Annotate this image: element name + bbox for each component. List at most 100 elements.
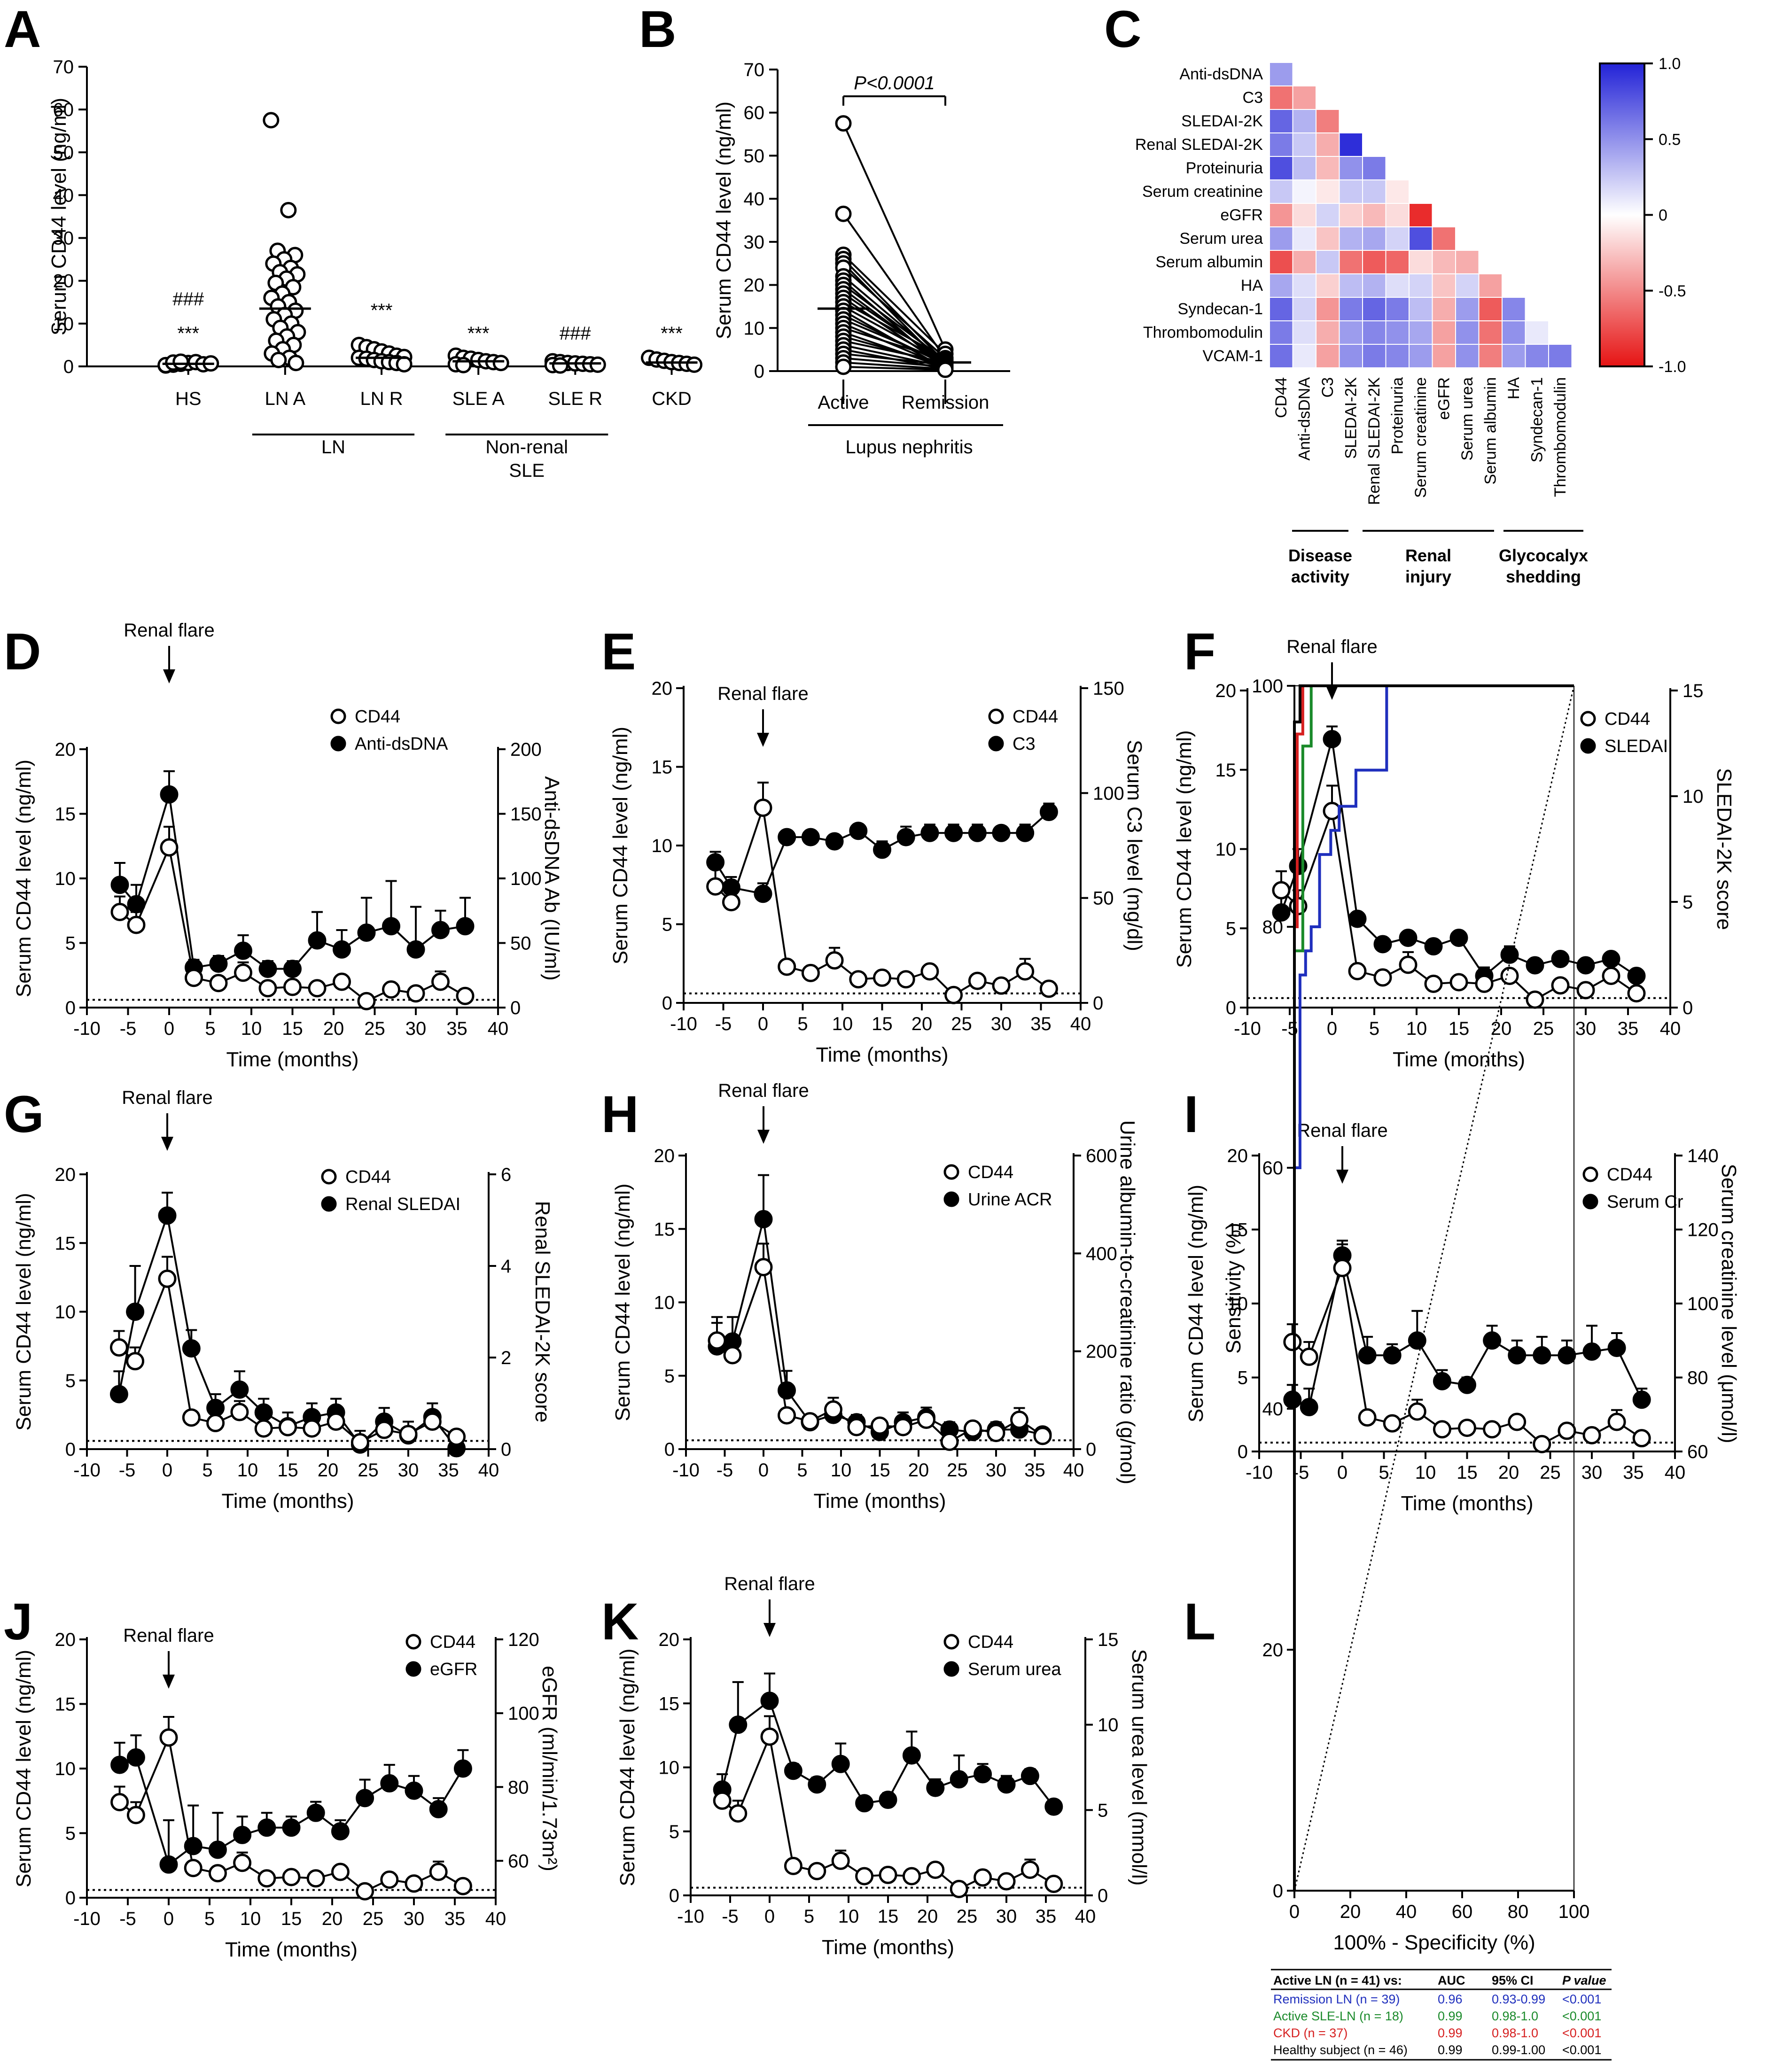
pair-line [843,335,946,366]
cd44-point [1433,1420,1451,1439]
cd44-point [1449,973,1468,992]
cd44-point [1348,962,1367,980]
x-tick-label: 20 [1340,1901,1361,1922]
table-cell: 0.93-0.99 [1492,1992,1545,2006]
pair-line [842,254,946,355]
x-tick-label: 0 [1327,1018,1337,1039]
panel-letter-I: I [1184,1086,1199,1143]
left-tick-label: 5 [65,933,76,954]
renal-flare-label: Renal flare [1286,636,1377,657]
column-label: Serum albumin [1482,377,1500,485]
cd44-point [871,1416,889,1435]
cd44-point [894,1418,912,1436]
cd44-point [902,1867,921,1886]
heatmap-cell [1502,344,1526,368]
cd44-point [708,1331,726,1350]
pair-line [843,301,946,359]
series-Anti-dsDNA-point [160,785,179,804]
panel-letter-A: A [4,0,41,58]
heatmap-cell [1269,156,1293,180]
left-tick-label: 5 [662,915,672,935]
series-Serum urea-point [831,1754,850,1773]
x-tick-label: 5 [205,1018,215,1039]
table-header: 95% CI [1492,1973,1534,1987]
column-label: Serum creatinine [1412,377,1430,498]
left-tick-label: 0 [65,998,76,1018]
x-tick-label: 30 [1581,1462,1603,1483]
x-tick-label: 15 [281,1909,302,1929]
series-eGFR-point [208,1840,227,1859]
x-tick-label: 20 [323,1018,344,1039]
heatmap-cell [1385,344,1410,368]
left-tick-label: 20 [55,1630,76,1650]
cd44-point [303,1419,321,1438]
series-Serum urea-point [1044,1797,1063,1816]
cd44-point [1500,967,1519,985]
table-header: P value [1562,1973,1606,1987]
cd44-point [1632,1429,1651,1448]
row-label: eGFR [1220,206,1263,224]
group-label: Lupus nephritis [845,437,973,458]
series-Serum Cr-point [1300,1398,1318,1416]
legend-series2-label: Serum urea [968,1660,1061,1679]
x-tick-label: -10 [1246,1462,1273,1483]
series-eGFR-line [119,1756,464,1866]
left-tick-label: 5 [669,1822,679,1842]
x-tick-label: 20 [917,1906,938,1927]
legend-cd44-marker [943,1634,959,1650]
series-Urine ACR-point [754,1210,773,1228]
x-tick-label: 15 [1449,1018,1470,1039]
x-tick-label: 10 [832,1014,853,1034]
series-Serum urea-point [879,1791,897,1809]
x-tick-label: 5 [804,1906,814,1927]
cd44-point [184,1859,203,1878]
heatmap-cell [1362,320,1387,345]
legend-cd44-label: CD44 [968,1163,1013,1182]
heatmap-cell [1269,344,1293,368]
column-label: Syndecan-1 [1528,377,1546,462]
right-tick-label: 120 [508,1630,539,1650]
cd44-point [964,1419,982,1438]
roc-curve [1293,684,1574,1891]
series-Serum Cr-point [1383,1346,1402,1365]
series-Anti-dsDNA-point [234,941,252,960]
left-tick-label: 15 [55,1694,76,1715]
series-Renal SLEDAI-point [109,1385,128,1404]
right-tick-label: 80 [508,1777,529,1798]
legend-cd44-label: CD44 [355,707,400,727]
series-eGFR-point [110,1755,129,1774]
heatmap-cell [1292,226,1316,251]
series-Serum urea-point [760,1692,779,1710]
heatmap-cell [1362,344,1387,368]
cd44-point [1039,979,1058,998]
pair-line [842,258,946,364]
x-tick-label: 0 [1337,1462,1348,1483]
colorbar-tick-label: 1.0 [1659,55,1681,73]
pair-line [843,314,946,366]
left-tick-label: 15 [1227,1220,1248,1241]
heatmap-cell [1269,250,1293,274]
x-tick-label: 60 [1452,1901,1473,1922]
p-value-label: P<0.0001 [854,73,935,93]
series-Anti-dsDNA-point [110,876,129,894]
legend-series2-marker [943,1191,959,1207]
heatmap-cell [1339,179,1363,204]
heatmap-cell [1339,132,1363,157]
heatmap-cell [1339,273,1363,298]
pair-line [843,340,946,364]
legend-series2-marker [321,1196,337,1212]
series-Serum urea-point [729,1715,748,1734]
x-tick-label: 25 [957,1906,978,1927]
series-Anti-dsDNA-point [209,955,228,973]
y-tick-label: 70 [53,57,74,78]
series-Serum urea-point [950,1770,968,1789]
left-tick-label: 20 [652,678,673,699]
cd44-point [456,986,475,1005]
series-C3-point [801,828,820,846]
cd44-point [784,1856,802,1875]
flare-arrowhead [763,1623,776,1637]
heatmap-cell [1385,273,1410,298]
group-label: Non-renal [485,437,568,458]
group-label: injury [1405,567,1451,586]
flare-arrowhead [757,733,769,747]
